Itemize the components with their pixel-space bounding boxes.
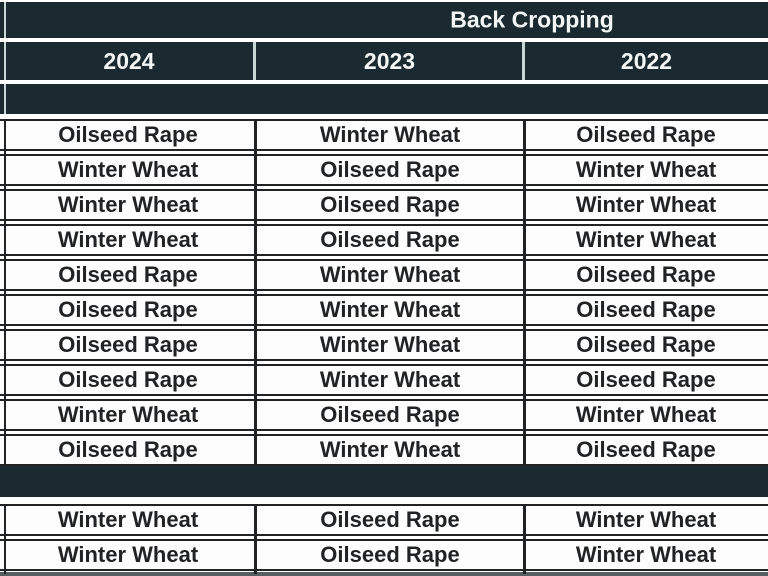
crop-cell: Winter Wheat	[319, 262, 461, 287]
table-row: Oilseed Rape Winter Wheat Oilseed Rape	[0, 364, 768, 396]
crop-cell: Oilseed Rape	[576, 367, 716, 392]
bottom-edge-band	[0, 572, 768, 576]
left-border-line	[4, 2, 6, 38]
crop-cell: Oilseed Rape	[58, 297, 198, 322]
crop-cell: Oilseed Rape	[320, 157, 460, 182]
crop-cell: Oilseed Rape	[320, 507, 460, 532]
crop-cell: Winter Wheat	[575, 507, 717, 532]
left-border-line	[4, 119, 6, 466]
table-row: Winter Wheat Oilseed Rape Winter Wheat	[0, 154, 768, 186]
empty-header-band	[0, 84, 768, 114]
crop-cell: Oilseed Rape	[576, 262, 716, 287]
crop-cell: Winter Wheat	[57, 157, 199, 182]
separator-band	[0, 466, 768, 497]
crop-cell: Oilseed Rape	[320, 227, 460, 252]
crop-rows-lower: Winter Wheat Oilseed Rape Winter Wheat Wint…	[0, 504, 768, 574]
crop-cell: Oilseed Rape	[58, 437, 198, 462]
crop-cell: Oilseed Rape	[58, 367, 198, 392]
crop-cell: Oilseed Rape	[576, 437, 716, 462]
column-header-2022: 2022	[620, 47, 673, 74]
crop-cell: Winter Wheat	[57, 192, 199, 217]
crop-cell: Oilseed Rape	[58, 332, 198, 357]
table-row: Oilseed Rape Winter Wheat Oilseed Rape	[0, 294, 768, 326]
crop-cell: Oilseed Rape	[576, 297, 716, 322]
crop-cell: Winter Wheat	[575, 542, 717, 567]
column-header-2023: 2023	[363, 47, 416, 74]
crop-cell: Winter Wheat	[57, 227, 199, 252]
column-header-row: 2024 2023 2022	[0, 42, 768, 80]
table-row: Oilseed Rape Winter Wheat Oilseed Rape	[0, 329, 768, 361]
crop-cell: Winter Wheat	[575, 227, 717, 252]
column-header-2024: 2024	[103, 47, 155, 74]
table-title: Back Cropping	[450, 6, 614, 33]
crop-cell: Winter Wheat	[575, 402, 717, 427]
table-row: Winter Wheat Oilseed Rape Winter Wheat	[0, 504, 768, 536]
column-divider	[253, 42, 256, 80]
crop-cell: Oilseed Rape	[576, 122, 716, 147]
crop-rows-upper: Oilseed Rape Winter Wheat Oilseed Rape Wint…	[0, 119, 768, 466]
table-row: Winter Wheat Oilseed Rape Winter Wheat	[0, 399, 768, 431]
crop-cell: Winter Wheat	[575, 192, 717, 217]
table-row: Oilseed Rape Winter Wheat Oilseed Rape	[0, 119, 768, 151]
table-row: Oilseed Rape Winter Wheat Oilseed Rape	[0, 259, 768, 291]
crop-cell: Oilseed Rape	[58, 262, 198, 287]
crop-cell: Oilseed Rape	[320, 402, 460, 427]
crop-cell: Winter Wheat	[57, 402, 199, 427]
crop-cell: Winter Wheat	[319, 437, 461, 462]
crop-cell: Oilseed Rape	[576, 332, 716, 357]
table-title-band: Back Cropping	[0, 2, 768, 38]
crop-cell: Winter Wheat	[57, 542, 199, 567]
left-border-line	[4, 42, 6, 80]
table-row: Winter Wheat Oilseed Rape Winter Wheat	[0, 189, 768, 221]
table-row: Oilseed Rape Winter Wheat Oilseed Rape	[0, 434, 768, 466]
table-row: Winter Wheat Oilseed Rape Winter Wheat	[0, 224, 768, 256]
left-border-line	[4, 504, 6, 574]
column-divider	[523, 504, 526, 574]
crop-cell: Winter Wheat	[319, 332, 461, 357]
column-divider	[523, 119, 526, 466]
crop-cell: Winter Wheat	[319, 122, 461, 147]
crop-cell: Winter Wheat	[575, 157, 717, 182]
column-divider	[254, 119, 257, 466]
crop-cell: Oilseed Rape	[58, 122, 198, 147]
left-border-line	[4, 84, 6, 114]
crop-cell: Winter Wheat	[319, 297, 461, 322]
crop-cell: Winter Wheat	[57, 507, 199, 532]
table-row: Winter Wheat Oilseed Rape Winter Wheat	[0, 539, 768, 571]
column-divider	[254, 504, 257, 574]
crop-cell: Oilseed Rape	[320, 192, 460, 217]
crop-cell: Oilseed Rape	[320, 542, 460, 567]
crop-cell: Winter Wheat	[319, 367, 461, 392]
column-divider	[522, 42, 525, 80]
